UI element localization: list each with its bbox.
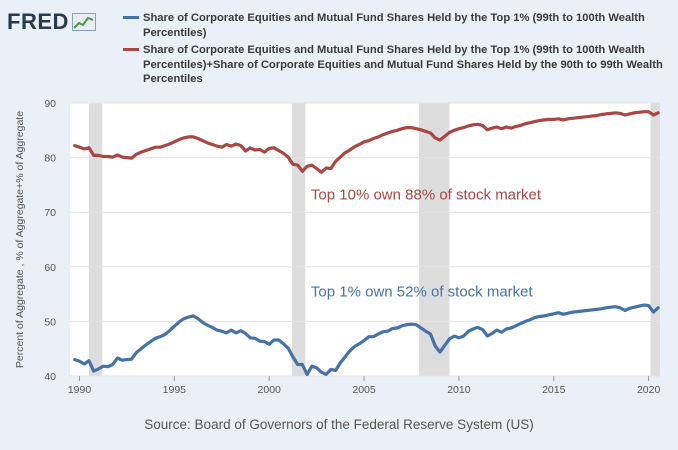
recession-band-0 [88, 103, 103, 376]
series-line-top1 [73, 303, 660, 376]
legend-label-top1: Share of Corporate Equities and Mutual F… [143, 12, 645, 39]
legend-item-top10: Share of Corporate Equities and Mutual F… [123, 43, 663, 87]
x-tick-label-1995: 1995 [163, 384, 187, 396]
trend-graph-icon [71, 13, 96, 31]
legend-item-top1: Share of Corporate Equities and Mutual F… [123, 11, 663, 40]
series-line-top10 [73, 110, 660, 174]
x-tick-label-1990: 1990 [68, 384, 92, 396]
x-tick-label-2010: 2010 [447, 384, 471, 396]
x-tick-label-2000: 2000 [258, 384, 282, 396]
plot-area [70, 103, 660, 376]
legend-label-top10: Share of Corporate Equities and Mutual F… [143, 44, 663, 85]
x-tick-label-2020: 2020 [637, 384, 661, 396]
source-note: Source: Board of Governors of the Federa… [144, 417, 534, 432]
x-tick-label-2005: 2005 [352, 384, 376, 396]
legend-swatch-top1 [123, 16, 139, 19]
y-tick-label-50: 50 [44, 316, 56, 328]
y-tick-label-90: 90 [44, 98, 56, 110]
recession-band-3 [650, 103, 660, 376]
chart-legend: Share of Corporate Equities and Mutual F… [123, 11, 663, 90]
y-tick-label-80: 80 [44, 153, 56, 165]
x-tick-label-2015: 2015 [542, 384, 566, 396]
y-tick-label-40: 40 [44, 371, 56, 383]
legend-swatch-top10 [123, 48, 139, 51]
recession-band-2 [419, 103, 450, 376]
y-tick-label-60: 60 [44, 262, 56, 274]
recession-band-1 [291, 103, 306, 376]
fred-logo-text: FRED [7, 9, 69, 34]
annotation-top10: Top 10% own 88% of stock market [311, 187, 542, 204]
annotation-top1: Top 1% own 52% of stock market [311, 283, 534, 300]
y-axis-label: Percent of Aggregate , % of Aggregate+% … [14, 111, 26, 368]
fred-logo: FRED [7, 9, 96, 35]
y-tick-label-70: 70 [44, 207, 56, 219]
line-chart: 40 50 60 70 80 90 1990 1995 2000 2005 2010 2015 2020… [14, 98, 661, 396]
